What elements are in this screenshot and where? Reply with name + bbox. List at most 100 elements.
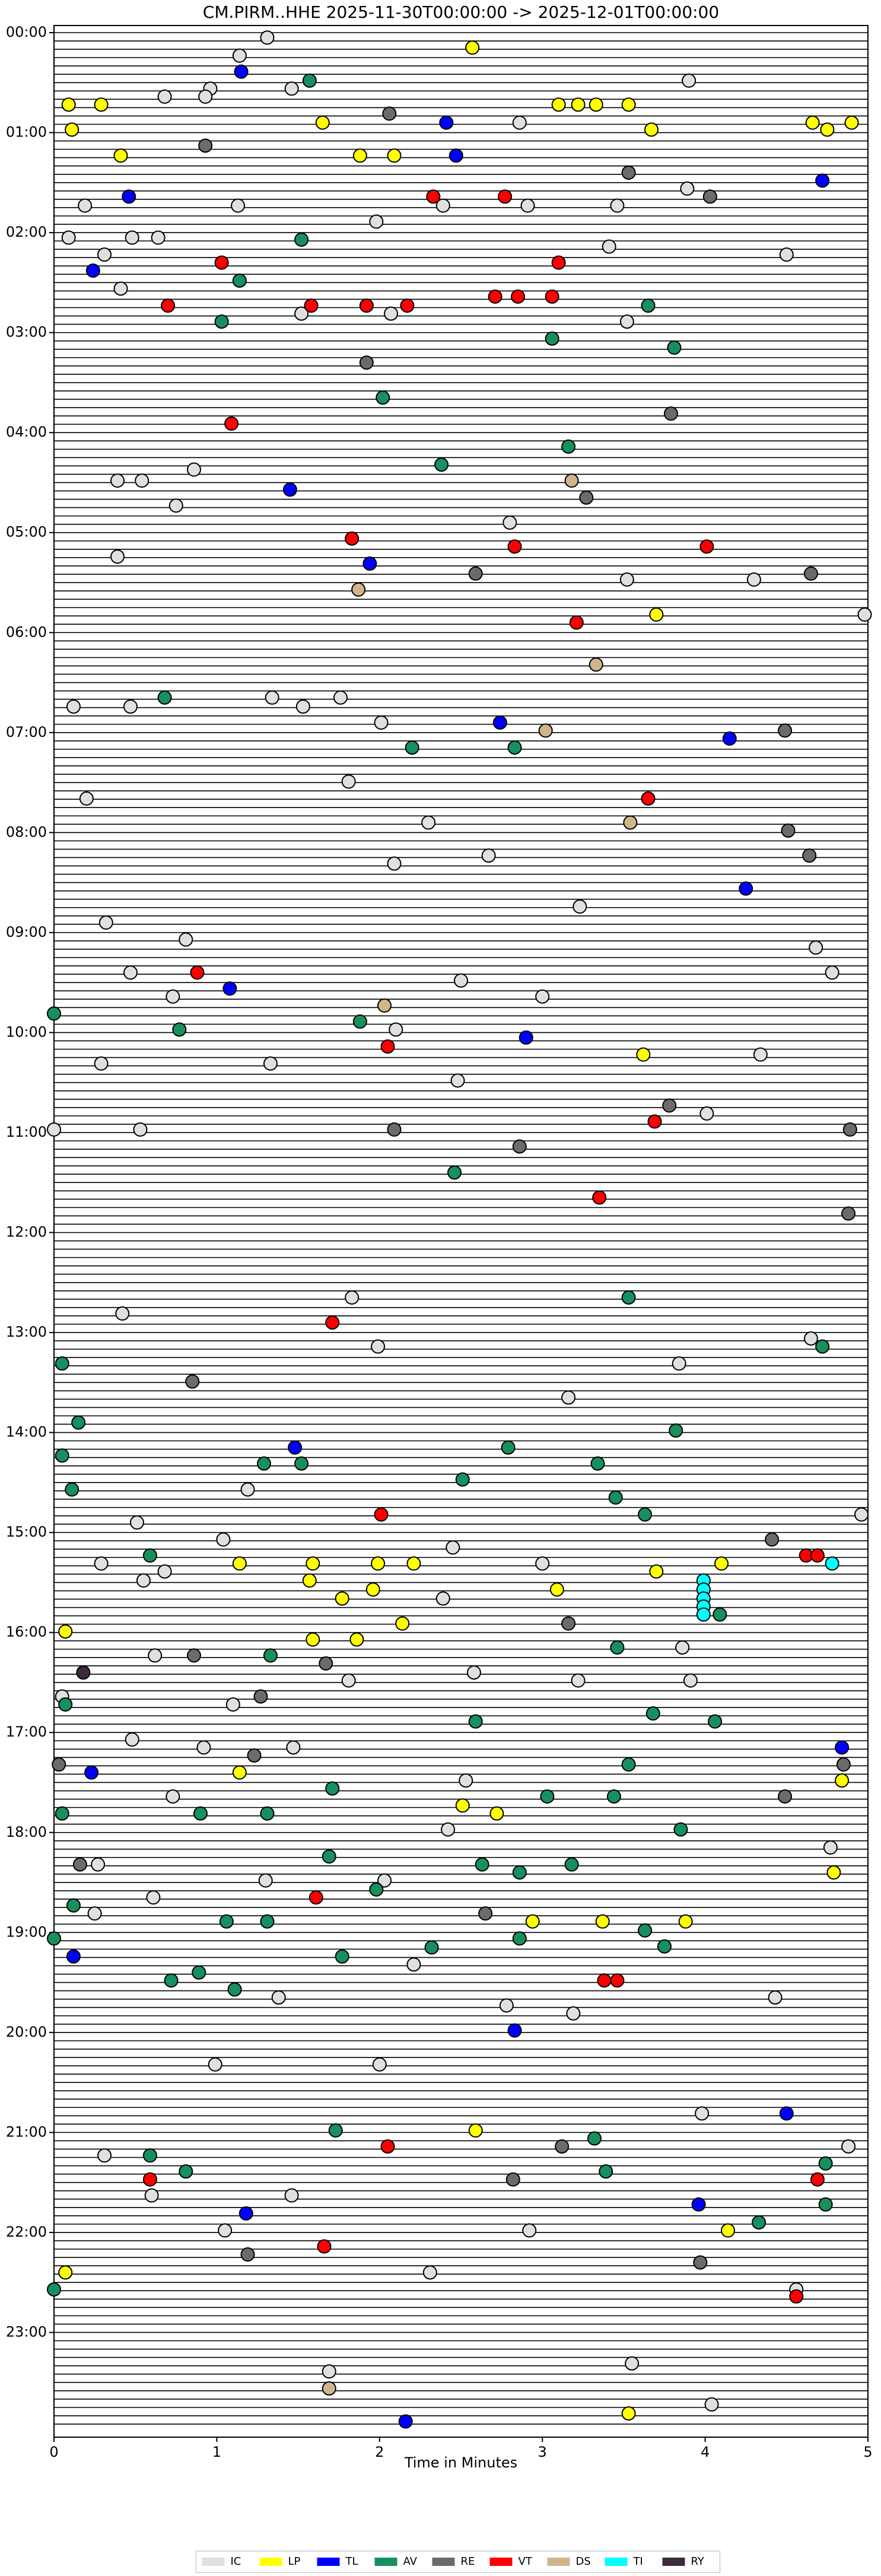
event-marker (286, 1740, 301, 1755)
event-marker (492, 715, 507, 730)
legend-label: TI (633, 2555, 643, 2568)
event-marker (649, 1564, 664, 1579)
event-marker (522, 2223, 537, 2238)
event-marker (621, 2406, 636, 2421)
event-marker (854, 1507, 869, 1522)
event-marker (535, 989, 550, 1004)
event-marker (455, 1472, 470, 1487)
event-marker (587, 2131, 602, 2146)
event-marker (645, 1706, 660, 1721)
event-marker (512, 1931, 527, 1946)
event-marker (704, 2397, 719, 2412)
event-marker (667, 340, 682, 355)
legend-swatch (374, 2558, 397, 2566)
event-marker (818, 2156, 833, 2171)
event-marker (129, 1515, 144, 1530)
event-marker (512, 115, 527, 130)
y-tick-label: 17:00 (6, 1723, 47, 1740)
event-marker (597, 1973, 612, 1988)
event-marker (52, 1757, 66, 1772)
event-marker (857, 607, 872, 622)
event-marker (644, 122, 659, 137)
event-marker (619, 572, 634, 587)
event-marker (372, 2057, 387, 2072)
event-marker (638, 1507, 653, 1522)
event-marker (146, 1890, 161, 1905)
event-marker (352, 1014, 367, 1029)
event-marker (398, 2414, 413, 2429)
event-marker (708, 1714, 723, 1729)
event-marker (545, 331, 559, 346)
series-5 (142, 189, 825, 2304)
event-marker (752, 2215, 766, 2230)
event-marker (294, 1456, 309, 1471)
event-marker (214, 255, 229, 270)
event-marker (47, 2282, 61, 2297)
event-marker (663, 406, 678, 421)
event-marker (657, 1939, 672, 1954)
event-marker (377, 998, 392, 1013)
event-marker (256, 1456, 271, 1471)
event-marker (295, 699, 310, 714)
event-marker (319, 1656, 333, 1671)
event-marker (815, 1339, 830, 1354)
event-marker (359, 355, 374, 370)
y-tick-label: 11:00 (6, 1124, 47, 1140)
event-marker (47, 1122, 61, 1137)
event-marker (142, 2148, 157, 2163)
event-marker (302, 73, 317, 88)
event-marker (133, 1122, 148, 1137)
event-marker (47, 1006, 61, 1021)
event-marker (835, 1773, 850, 1788)
event-marker (765, 1532, 780, 1547)
event-marker (488, 289, 502, 304)
event-marker (376, 390, 390, 405)
series-3 (47, 73, 833, 2297)
x-tick-label: 4 (701, 2444, 710, 2460)
event-marker (94, 97, 109, 112)
event-marker (450, 1073, 465, 1088)
event-marker (825, 1556, 839, 1571)
x-tick-label: 1 (212, 2444, 221, 2460)
event-marker (240, 1482, 255, 1497)
event-marker (610, 1973, 625, 1988)
x-tick-label: 2 (375, 2444, 384, 2460)
legend-label: IC (231, 2555, 241, 2568)
event-marker (610, 198, 625, 213)
event-marker (382, 106, 397, 121)
event-marker (58, 1697, 73, 1712)
event-marker (238, 2206, 253, 2221)
event-marker (325, 1315, 340, 1330)
event-marker (810, 2172, 825, 2187)
event-marker (219, 1914, 234, 1929)
event-marker (802, 848, 817, 863)
event-marker (815, 173, 830, 188)
event-marker (76, 1665, 91, 1680)
event-marker (315, 115, 330, 130)
event-marker (571, 1673, 586, 1688)
event-marker (468, 1714, 483, 1729)
event-marker (168, 498, 183, 513)
event-marker (232, 1556, 247, 1571)
event-marker (507, 539, 522, 554)
event-marker (352, 148, 367, 163)
event-marker (400, 298, 415, 313)
legend-label: VT (519, 2555, 533, 2568)
event-marker (623, 815, 638, 830)
y-tick-label: 00:00 (6, 24, 47, 40)
event-marker (186, 462, 201, 477)
y-tick-label: 21:00 (6, 2123, 47, 2140)
event-marker (835, 1740, 850, 1755)
event-marker (351, 582, 366, 597)
event-marker (192, 1965, 206, 1980)
event-marker (260, 1914, 275, 1929)
event-marker (247, 1748, 262, 1763)
event-marker (148, 1648, 163, 1663)
event-marker (85, 263, 100, 278)
event-marker (441, 1822, 456, 1837)
event-marker (288, 1440, 303, 1455)
event-marker (253, 1689, 268, 1704)
plot-frame (53, 25, 869, 2438)
event-marker (608, 1490, 623, 1505)
